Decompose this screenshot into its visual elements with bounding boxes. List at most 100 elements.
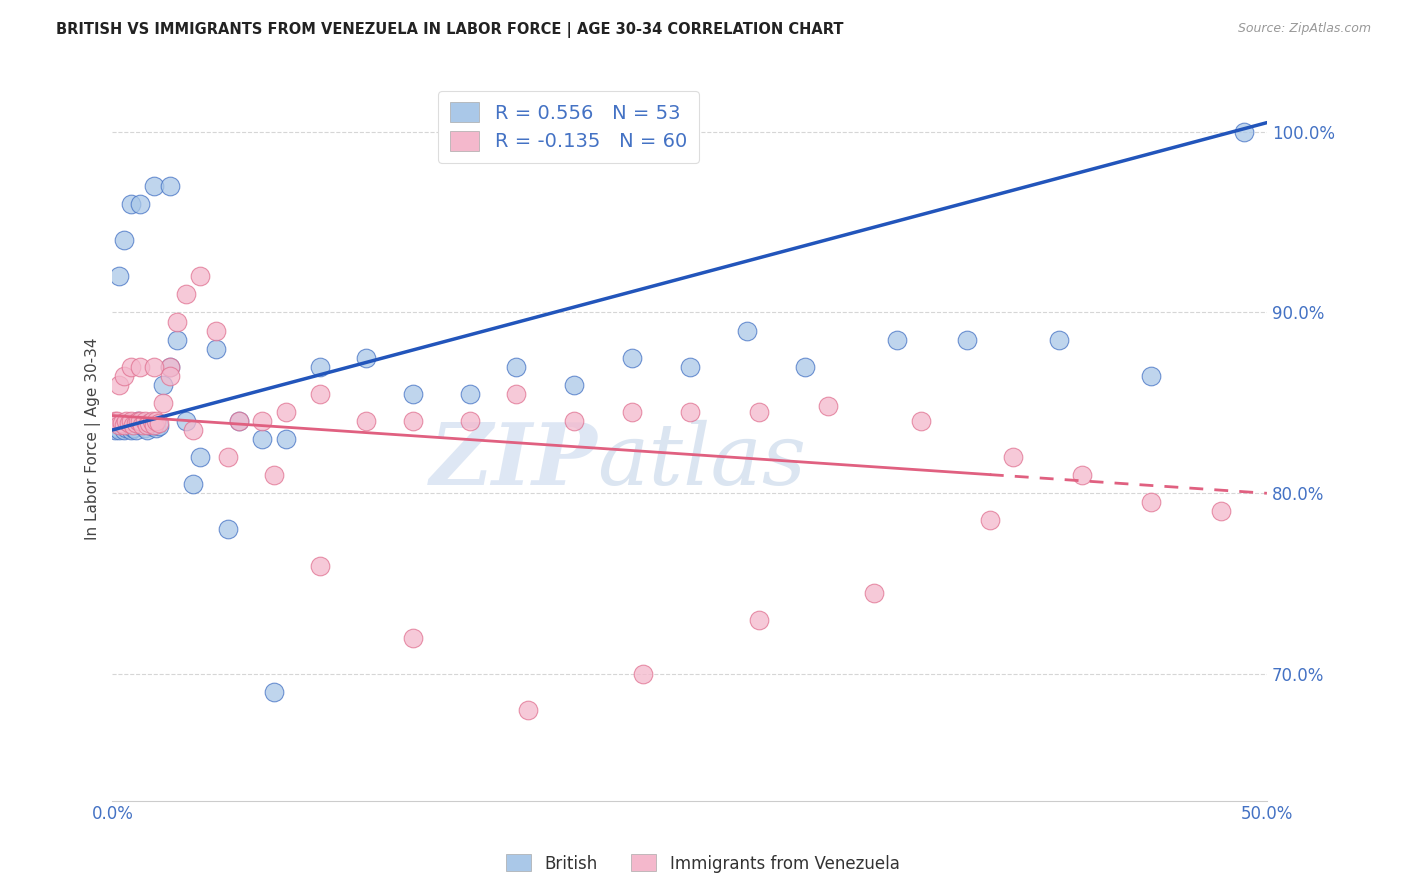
Point	[181, 477, 204, 491]
Point	[748, 405, 770, 419]
Point	[136, 423, 159, 437]
Point	[143, 178, 166, 193]
Text: BRITISH VS IMMIGRANTS FROM VENEZUELA IN LABOR FORCE | AGE 30-34 CORRELATION CHAR: BRITISH VS IMMIGRANTS FROM VENEZUELA IN …	[56, 22, 844, 38]
Point	[127, 414, 149, 428]
Point	[159, 178, 181, 193]
Point	[505, 359, 527, 374]
Point	[105, 414, 128, 428]
Point	[356, 414, 378, 428]
Point	[141, 414, 163, 428]
Point	[108, 377, 131, 392]
Point	[148, 416, 170, 430]
Point	[129, 197, 152, 211]
Point	[159, 359, 181, 374]
Point	[188, 269, 211, 284]
Point	[863, 585, 886, 599]
Point	[1047, 333, 1070, 347]
Point	[181, 423, 204, 437]
Point	[217, 450, 239, 464]
Point	[401, 414, 423, 428]
Point	[145, 414, 167, 428]
Point	[111, 417, 134, 432]
Point	[1071, 468, 1094, 483]
Point	[1140, 495, 1163, 509]
Point	[108, 269, 131, 284]
Point	[122, 417, 145, 432]
Point	[152, 396, 174, 410]
Point	[263, 468, 285, 483]
Point	[117, 416, 139, 430]
Point	[122, 421, 145, 435]
Text: Source: ZipAtlas.com: Source: ZipAtlas.com	[1237, 22, 1371, 36]
Point	[1233, 125, 1256, 139]
Point	[120, 423, 142, 437]
Point	[143, 417, 166, 432]
Point	[120, 359, 142, 374]
Text: ZIP: ZIP	[429, 419, 598, 502]
Point	[1209, 504, 1232, 518]
Point	[562, 377, 585, 392]
Point	[112, 233, 135, 247]
Point	[136, 417, 159, 432]
Point	[124, 423, 146, 437]
Point	[274, 405, 297, 419]
Point	[817, 400, 839, 414]
Point	[134, 414, 156, 428]
Point	[517, 703, 540, 717]
Point	[120, 197, 142, 211]
Point	[129, 417, 152, 432]
Point	[228, 414, 250, 428]
Point	[117, 419, 139, 434]
Point	[217, 523, 239, 537]
Point	[143, 359, 166, 374]
Point	[134, 421, 156, 435]
Point	[748, 613, 770, 627]
Point	[309, 359, 332, 374]
Point	[112, 368, 135, 383]
Point	[152, 377, 174, 392]
Point	[263, 685, 285, 699]
Point	[205, 324, 228, 338]
Point	[105, 421, 128, 435]
Y-axis label: In Labor Force | Age 30-34: In Labor Force | Age 30-34	[86, 338, 101, 541]
Point	[979, 513, 1001, 527]
Point	[205, 342, 228, 356]
Point	[166, 314, 188, 328]
Point	[148, 419, 170, 434]
Point	[138, 416, 160, 430]
Point	[401, 387, 423, 401]
Point	[112, 423, 135, 437]
Point	[679, 405, 702, 419]
Point	[108, 423, 131, 437]
Point	[176, 414, 198, 428]
Point	[159, 359, 181, 374]
Point	[228, 414, 250, 428]
Point	[309, 558, 332, 573]
Point	[458, 387, 481, 401]
Point	[737, 324, 759, 338]
Point	[401, 631, 423, 645]
Point	[138, 417, 160, 432]
Point	[794, 359, 817, 374]
Point	[1001, 450, 1024, 464]
Legend: British, Immigrants from Venezuela: British, Immigrants from Venezuela	[499, 847, 907, 880]
Point	[111, 416, 134, 430]
Point	[112, 417, 135, 432]
Point	[562, 414, 585, 428]
Point	[143, 417, 166, 432]
Point	[910, 414, 932, 428]
Point	[886, 333, 908, 347]
Point	[145, 421, 167, 435]
Point	[620, 405, 643, 419]
Point	[274, 432, 297, 446]
Point	[1140, 368, 1163, 383]
Point	[131, 416, 153, 430]
Point	[458, 414, 481, 428]
Point	[104, 423, 127, 437]
Legend: R = 0.556   N = 53, R = -0.135   N = 60: R = 0.556 N = 53, R = -0.135 N = 60	[439, 91, 699, 163]
Point	[115, 421, 138, 435]
Point	[505, 387, 527, 401]
Point	[309, 387, 332, 401]
Point	[956, 333, 979, 347]
Point	[252, 414, 274, 428]
